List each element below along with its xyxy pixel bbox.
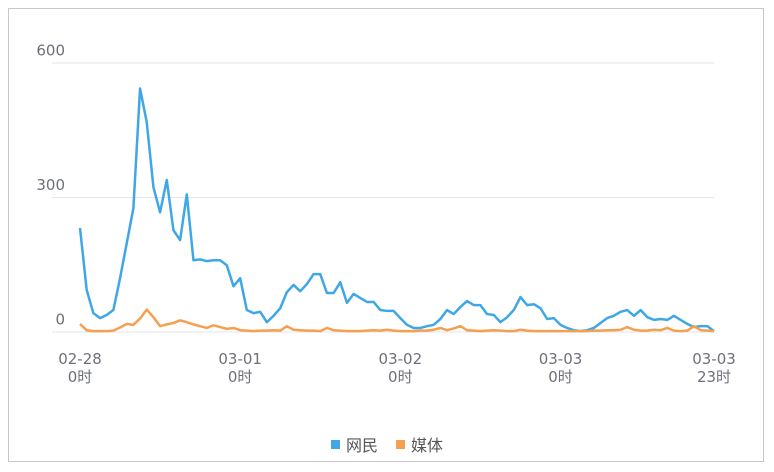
- legend-swatch: [396, 439, 405, 449]
- x-tick-label: 03-03 0时: [538, 350, 583, 386]
- frame: [8, 8, 764, 462]
- legend-swatch: [330, 439, 340, 449]
- line-series: [78, 87, 715, 333]
- y-tick-label: 0: [55, 311, 65, 329]
- legend-item: 网民: [330, 432, 378, 456]
- x-tick-label: 03-02 0时: [378, 350, 423, 386]
- y-tick-label: 300: [36, 176, 65, 194]
- legend: 网民 媒体: [0, 432, 774, 456]
- y-tick-label: 600: [36, 42, 65, 60]
- x-tick-label: 03-01 0时: [218, 350, 262, 386]
- legend-label: 媒体: [411, 436, 444, 455]
- line-series: [79, 308, 715, 333]
- x-tick-label: 03-03 23时: [692, 350, 736, 386]
- legend-item: 媒体: [396, 432, 443, 456]
- x-tick-label: 02-28 0时: [58, 350, 102, 386]
- legend-label: 网民: [345, 436, 378, 455]
